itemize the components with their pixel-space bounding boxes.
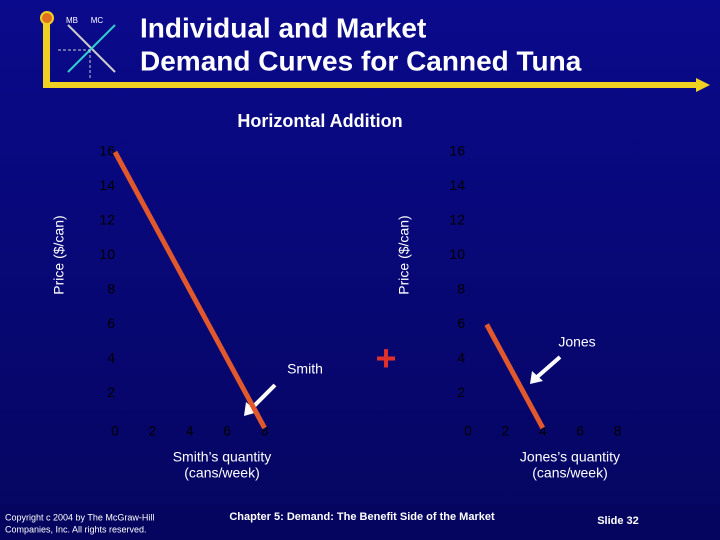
x-tick-label: 2: [502, 423, 510, 439]
y-axis-label: Price ($/can): [396, 215, 412, 294]
title: Demand Curves for Canned Tuna: [140, 45, 582, 76]
x-axis-label: (cans/week): [532, 465, 607, 481]
y-tick-label: 16: [449, 143, 465, 159]
y-tick-label: 8: [457, 281, 465, 297]
y-tick-label: 8: [107, 281, 115, 297]
copyright: Companies, Inc. All rights reserved.: [5, 524, 147, 534]
demand-line: [484, 323, 545, 430]
x-tick-label: 6: [576, 423, 584, 439]
x-tick-label: 2: [149, 423, 157, 439]
y-axis-label: Price ($/can): [51, 215, 67, 294]
y-tick-label: 4: [457, 350, 465, 366]
operator: +: [375, 338, 396, 379]
y-tick-label: 14: [99, 177, 115, 193]
x-tick-label: 8: [614, 423, 622, 439]
y-tick-label: 4: [107, 350, 115, 366]
x-tick-label: 0: [464, 423, 472, 439]
x-axis-label: Smith’s quantity: [173, 449, 272, 465]
y-tick-label: 2: [457, 384, 465, 400]
y-tick-label: 10: [99, 246, 115, 262]
x-tick-label: 4: [186, 423, 194, 439]
demand-line: [112, 150, 267, 430]
y-tick-label: 12: [99, 212, 115, 228]
x-tick-label: 0: [111, 423, 119, 439]
y-tick-label: 14: [449, 177, 465, 193]
y-tick-label: 2: [107, 384, 115, 400]
chapter: Chapter 5: Demand: The Benefit Side of t…: [229, 511, 495, 523]
series-label: Smith: [287, 361, 323, 377]
x-axis-label: (cans/week): [184, 465, 259, 481]
copyright: Copyright c 2004 by The McGraw-Hill: [5, 512, 154, 522]
x-tick-label: 8: [261, 423, 269, 439]
x-tick-label: 4: [539, 423, 547, 439]
y-tick-label: 12: [449, 212, 465, 228]
subtitle: Horizontal Addition: [237, 111, 402, 131]
logo: MB MC: [40, 11, 710, 92]
arrow-head: [530, 371, 543, 384]
title: Individual and Market: [140, 12, 426, 43]
logo-text: MC: [91, 16, 104, 25]
x-axis-label: Jones’s quantity: [520, 449, 620, 465]
arrow: [534, 355, 562, 380]
slide-number: Slide 32: [597, 515, 639, 527]
y-tick-label: 6: [457, 315, 465, 331]
y-tick-label: 10: [449, 246, 465, 262]
footer: [0, 505, 720, 540]
x-tick-label: 6: [223, 423, 231, 439]
series-label: Jones: [558, 334, 595, 350]
y-tick-label: 6: [107, 315, 115, 331]
logo-text: MB: [66, 16, 78, 25]
y-tick-label: 16: [99, 143, 115, 159]
